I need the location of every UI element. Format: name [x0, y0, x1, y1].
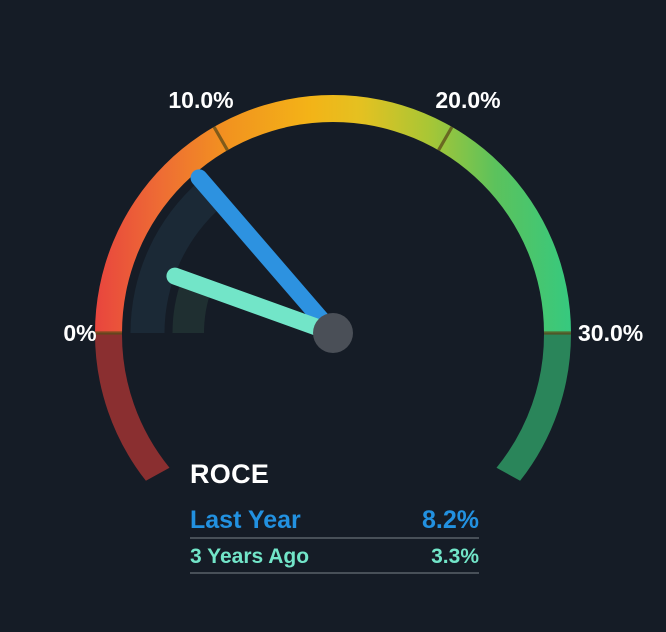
gauge-underflow-band [94, 333, 170, 481]
axis-label-10: 10.0% [168, 87, 233, 113]
legend-value-last-year: 8.2% [422, 506, 479, 534]
needle-three-years-ago [166, 267, 342, 342]
needle-last-year [190, 169, 342, 342]
axis-label-20: 20.0% [435, 87, 500, 113]
needle-last-year-pointer [190, 169, 342, 342]
gauge-underflow-arc [94, 333, 170, 481]
axis-label-0: 0% [63, 320, 96, 346]
tick-mark-20 [437, 126, 454, 152]
gauge-scale-arc-band [95, 95, 571, 333]
page-title: ROCE [190, 459, 269, 489]
gauge-tick-marks [95, 126, 571, 335]
track-arc-last-year-band [130, 179, 223, 333]
tick-mark-10 [212, 126, 229, 152]
gauge-overflow-band [496, 333, 572, 481]
legend-label-last-year: Last Year [190, 506, 301, 534]
axis-label-30: 30.0% [578, 320, 643, 346]
legend-label-three-years-ago: 3 Years Ago [190, 545, 309, 568]
track-arc-last-year [130, 179, 223, 333]
gauge-hub [313, 313, 353, 353]
needle-three-years-ago-pointer [166, 267, 342, 342]
gauge-overflow-arc [496, 333, 572, 481]
legend-value-three-years-ago: 3.3% [431, 545, 479, 568]
gauge-scale-arc [95, 95, 571, 333]
